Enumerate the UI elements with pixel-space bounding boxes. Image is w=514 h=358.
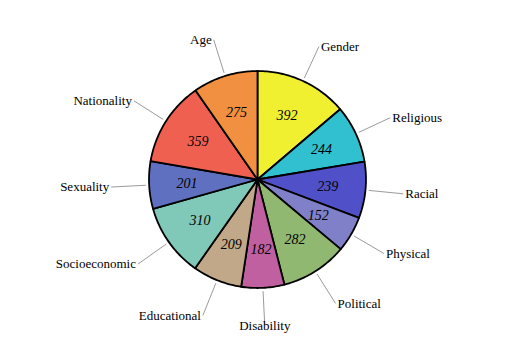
svg-text:201: 201 (177, 176, 198, 191)
svg-text:Sexuality: Sexuality (60, 179, 110, 194)
svg-text:Age: Age (190, 32, 212, 47)
svg-text:Gender: Gender (321, 39, 360, 54)
svg-text:244: 244 (311, 142, 332, 157)
svg-text:392: 392 (276, 108, 298, 123)
svg-text:Disability: Disability (239, 318, 291, 333)
svg-text:282: 282 (285, 232, 306, 247)
svg-text:Physical: Physical (386, 246, 430, 261)
svg-text:239: 239 (317, 179, 338, 194)
svg-text:275: 275 (226, 105, 247, 120)
svg-text:Educational: Educational (139, 308, 201, 323)
svg-text:359: 359 (187, 134, 209, 149)
svg-text:Racial: Racial (405, 186, 439, 201)
svg-text:Socioeconomic: Socioeconomic (56, 256, 136, 271)
svg-text:152: 152 (308, 208, 329, 223)
svg-text:Nationality: Nationality (73, 93, 132, 108)
svg-text:Political: Political (338, 296, 382, 311)
svg-text:Religious: Religious (392, 110, 442, 125)
svg-text:310: 310 (188, 213, 210, 228)
svg-text:182: 182 (251, 242, 272, 257)
svg-text:209: 209 (221, 237, 242, 252)
